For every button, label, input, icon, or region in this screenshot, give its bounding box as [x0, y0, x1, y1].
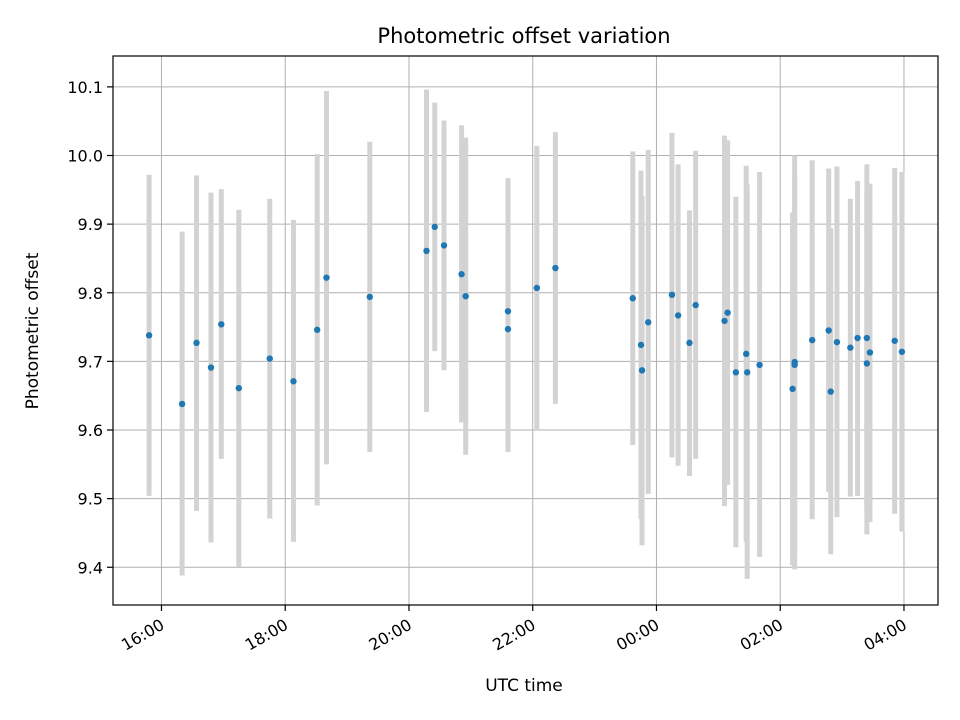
x-axis-title: UTC time — [485, 676, 563, 696]
data-point — [686, 339, 693, 347]
data-point — [313, 326, 321, 334]
data-point — [207, 364, 215, 371]
chart-title: Photometric offset variation — [377, 24, 670, 48]
y-tick-label: 9.5 — [78, 490, 103, 509]
data-point — [366, 293, 373, 301]
y-axis-ticks: 9.4 9.5 9.6 9.7 9.8 9.9 10.0 10.1 — [67, 78, 113, 577]
data-point — [898, 348, 906, 355]
data-point — [323, 274, 330, 281]
y-tick-label: 9.8 — [78, 284, 103, 303]
y-tick-label: 9.4 — [78, 558, 103, 577]
y-tick-label: 9.7 — [78, 352, 103, 371]
data-point — [847, 344, 854, 351]
data-point — [645, 319, 652, 326]
data-point — [218, 321, 225, 328]
y-tick-label: 9.6 — [78, 421, 103, 440]
data-point — [629, 295, 636, 302]
data-point — [742, 350, 750, 358]
y-tick-label: 10.0 — [67, 147, 103, 166]
data-point — [854, 334, 861, 342]
data-point — [866, 349, 874, 356]
data-point — [462, 292, 469, 300]
data-points — [145, 223, 906, 408]
data-point — [637, 341, 645, 349]
data-point — [825, 327, 832, 334]
data-point — [431, 223, 438, 231]
data-point — [668, 291, 676, 299]
data-point — [833, 338, 841, 346]
data-point — [891, 337, 898, 344]
data-point — [789, 385, 796, 393]
data-point — [266, 355, 273, 362]
data-point — [721, 317, 728, 325]
y-axis-title: Photometric offset — [23, 252, 43, 409]
data-point — [423, 247, 430, 255]
data-point — [791, 361, 798, 369]
data-point — [552, 264, 559, 272]
data-point — [756, 361, 763, 369]
data-point — [178, 400, 186, 408]
plot-frame — [112, 55, 939, 606]
data-point — [458, 271, 465, 278]
data-point — [290, 378, 297, 385]
data-point — [235, 384, 243, 392]
data-point — [674, 312, 682, 319]
data-point — [638, 367, 646, 374]
y-tick-label: 9.9 — [78, 215, 103, 234]
data-point — [193, 339, 200, 347]
data-point — [863, 334, 871, 342]
data-point — [827, 388, 834, 395]
data-point — [145, 332, 153, 339]
data-point — [808, 336, 816, 344]
plot-area — [113, 56, 938, 605]
data-point — [744, 369, 751, 376]
data-point — [863, 360, 871, 367]
data-point — [504, 308, 512, 315]
y-tick-label: 10.1 — [67, 78, 103, 97]
data-point — [724, 309, 731, 316]
data-point — [533, 284, 541, 292]
data-point — [692, 301, 699, 309]
data-point — [440, 242, 448, 249]
data-point — [504, 325, 512, 333]
data-point — [732, 369, 740, 376]
